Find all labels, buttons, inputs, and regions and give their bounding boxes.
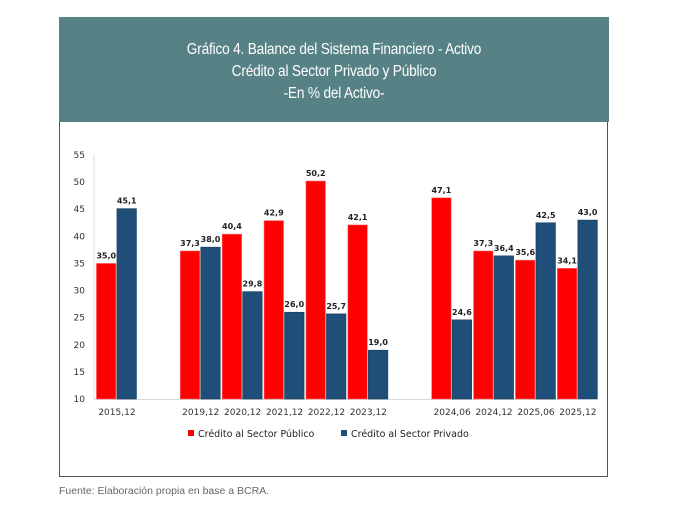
data-label: 38,0 bbox=[201, 235, 221, 244]
y-tick-label: 45 bbox=[74, 205, 85, 215]
y-tick-label: 55 bbox=[74, 151, 85, 161]
bar-publico bbox=[347, 224, 368, 400]
data-label: 36,4 bbox=[494, 244, 514, 253]
chart-frame: 10 15 20 25 30 35 40 45 50 55 35,0 45,1 2015,12 37,3 3… bbox=[59, 122, 608, 477]
x-tick-label: 2024,06 bbox=[434, 408, 471, 418]
data-label: 24,6 bbox=[452, 308, 472, 317]
bar-privado bbox=[493, 255, 514, 400]
data-label: 25,7 bbox=[326, 302, 346, 311]
chart-header: Gráfico 4. Balance del Sistema Financier… bbox=[59, 17, 609, 122]
data-label: 42,9 bbox=[264, 209, 284, 218]
y-tick-label: 35 bbox=[74, 259, 85, 269]
bar-privado bbox=[451, 319, 472, 400]
bar-privado bbox=[242, 291, 263, 400]
bar-publico bbox=[515, 259, 536, 400]
legend-swatch-publico bbox=[188, 430, 194, 436]
bar-privado bbox=[116, 208, 137, 400]
data-label: 37,3 bbox=[473, 239, 493, 248]
x-tick-label: 2021,12 bbox=[266, 408, 303, 418]
legend-label: Crédito al Sector Público bbox=[198, 429, 315, 440]
x-tick-label: 2022,12 bbox=[308, 408, 345, 418]
x-tick-label: 2023,12 bbox=[350, 408, 387, 418]
bar-privado bbox=[577, 219, 598, 400]
bar-publico bbox=[96, 263, 117, 400]
data-label: 50,2 bbox=[306, 169, 326, 178]
bar-publico bbox=[179, 250, 201, 400]
data-label: 26,0 bbox=[284, 300, 304, 309]
chart-unit: -En % del Activo- bbox=[283, 85, 385, 102]
bar-privado bbox=[200, 246, 221, 400]
data-label: 42,1 bbox=[348, 213, 368, 222]
x-tick-label: 2019,12 bbox=[182, 408, 219, 418]
data-label: 42,5 bbox=[536, 211, 556, 220]
y-tick-label: 25 bbox=[74, 314, 85, 324]
y-tick-label: 30 bbox=[74, 287, 86, 297]
data-label: 35,0 bbox=[96, 251, 116, 260]
data-label: 43,0 bbox=[578, 208, 598, 217]
legend-label: Crédito al Sector Privado bbox=[351, 429, 469, 440]
y-tick-label: 20 bbox=[74, 341, 86, 351]
bar-publico bbox=[221, 233, 242, 400]
bar-publico bbox=[557, 268, 578, 400]
bar-privado bbox=[368, 349, 389, 400]
y-tick-label: 40 bbox=[74, 232, 86, 242]
x-tick-label: 2025,06 bbox=[517, 408, 554, 418]
data-label: 34,1 bbox=[557, 256, 577, 265]
chart-subtitle: Crédito al Sector Privado y Público bbox=[231, 63, 437, 80]
data-label: 37,3 bbox=[180, 239, 200, 248]
bar-privado bbox=[284, 311, 305, 400]
x-tick-label: 2015,12 bbox=[98, 408, 135, 418]
data-label: 40,4 bbox=[222, 222, 242, 231]
x-tick-label: 2024,12 bbox=[475, 408, 512, 418]
data-label: 47,1 bbox=[432, 186, 452, 195]
bar-privado bbox=[326, 313, 347, 400]
bar-publico bbox=[473, 250, 494, 400]
source-note: Fuente: Elaboración propia en base a BCR… bbox=[59, 485, 270, 497]
x-tick-label: 2020,12 bbox=[224, 408, 261, 418]
bar-privado bbox=[535, 222, 556, 400]
x-tick-label: 2025,12 bbox=[559, 408, 596, 418]
bar-publico bbox=[431, 197, 452, 400]
legend-swatch-privado bbox=[341, 430, 347, 436]
y-tick-label: 10 bbox=[74, 395, 86, 405]
bar-publico bbox=[263, 220, 284, 400]
data-label: 45,1 bbox=[117, 197, 137, 206]
bar-publico bbox=[305, 180, 326, 400]
data-label: 19,0 bbox=[368, 338, 388, 347]
y-tick-label: 50 bbox=[74, 178, 86, 188]
y-tick-label: 15 bbox=[74, 368, 85, 378]
chart-title: Gráfico 4. Balance del Sistema Financier… bbox=[186, 41, 482, 58]
data-label: 35,6 bbox=[515, 248, 535, 257]
data-label: 29,8 bbox=[243, 280, 263, 289]
